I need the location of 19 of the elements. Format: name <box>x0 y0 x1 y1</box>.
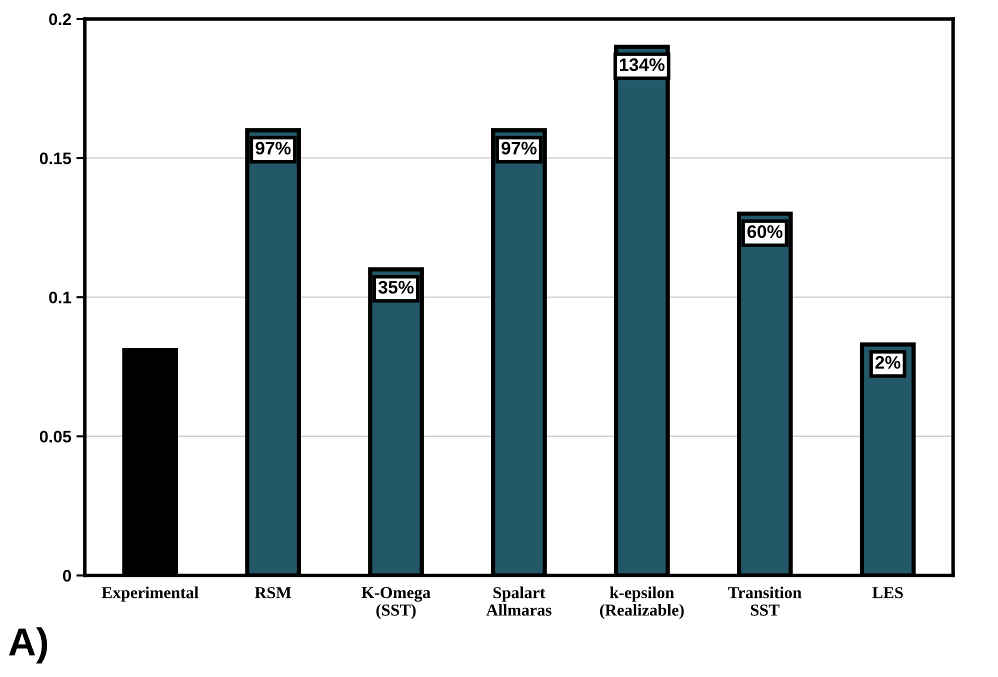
y-tick-label: 0.15 <box>40 152 72 164</box>
annotation: 35% <box>378 280 414 294</box>
text: A) <box>8 627 48 664</box>
annotation: 134% <box>620 58 665 72</box>
annotation: 97% <box>502 142 537 155</box>
y-tick-label: 0 <box>63 570 71 582</box>
x-tick-label: Transition SST <box>728 586 802 616</box>
x-tick-label: k-epsilon (Realizable) <box>600 586 684 620</box>
annotation: 97% <box>256 142 291 155</box>
annotation: 2% <box>875 356 900 369</box>
x-tick-label: Experimental <box>102 586 198 602</box>
y-tick-label: 0.05 <box>40 430 72 443</box>
x-tick-label: RSM <box>254 587 292 598</box>
x-tick-label: Spalart Allmaras <box>486 586 552 616</box>
y-tick-label: 0.1 <box>49 292 72 304</box>
x-tick-label: LES <box>872 587 903 598</box>
annotation: 60% <box>747 225 782 238</box>
x-tick-label: K-Omega (SST) <box>362 586 430 620</box>
y-tick-label: 0.2 <box>49 13 71 26</box>
